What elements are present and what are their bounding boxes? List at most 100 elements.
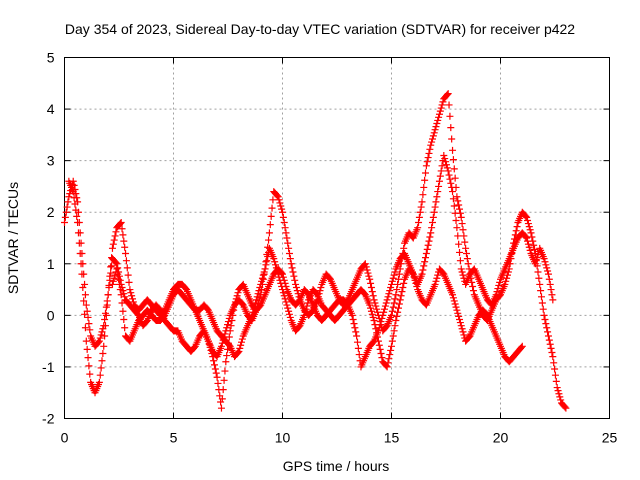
data-point	[223, 324, 231, 332]
data-point	[419, 191, 427, 199]
y-tick-label: 3	[47, 153, 55, 169]
data-point	[248, 311, 256, 319]
data-point	[426, 145, 434, 153]
y-tick-label: 0	[47, 307, 55, 323]
data-point	[117, 291, 125, 299]
data-point	[391, 295, 399, 303]
data-point	[496, 278, 504, 286]
y-tick-label: -1	[42, 359, 55, 375]
data-point	[373, 329, 381, 337]
data-point	[81, 310, 89, 318]
data-point	[531, 245, 539, 253]
data-point	[428, 219, 436, 227]
data-point	[285, 307, 293, 315]
data-point	[544, 267, 552, 275]
x-axis-label: GPS time / hours	[283, 458, 390, 474]
data-point	[368, 310, 376, 318]
data-point	[276, 276, 284, 284]
data-point	[122, 249, 130, 257]
data-point	[95, 337, 103, 345]
data-point	[375, 324, 383, 332]
data-point	[458, 325, 466, 333]
data-point	[107, 269, 115, 277]
data-point	[367, 284, 375, 292]
data-point	[502, 277, 510, 285]
x-tick-label: 10	[275, 430, 291, 446]
data-point	[525, 243, 533, 251]
data-point	[435, 177, 443, 185]
data-point	[389, 274, 397, 282]
data-point	[122, 257, 130, 265]
data-point	[440, 151, 448, 159]
data-point	[110, 274, 118, 282]
data-point	[238, 335, 246, 343]
data-point	[448, 183, 456, 191]
data-point	[448, 135, 456, 143]
data-point	[101, 332, 109, 340]
data-point	[552, 377, 560, 385]
data-point	[434, 271, 442, 279]
y-tick-label: 4	[47, 101, 55, 117]
data-point	[214, 379, 222, 387]
data-point	[391, 268, 399, 276]
data-point	[279, 286, 286, 294]
data-point	[282, 298, 290, 306]
y-axis-label: SDTVAR / TECUs	[5, 182, 21, 294]
data-point	[549, 353, 557, 361]
data-point	[378, 314, 386, 322]
data-point	[459, 226, 467, 234]
data-point	[291, 276, 299, 284]
y-tick-label: -2	[42, 411, 55, 427]
data-point	[438, 101, 446, 109]
series-track-a	[61, 90, 570, 412]
data-point	[418, 198, 426, 206]
data-point	[97, 364, 105, 372]
data-point	[265, 229, 273, 237]
data-point	[553, 384, 561, 392]
data-point	[539, 305, 547, 313]
data-point	[377, 350, 385, 358]
data-point	[444, 167, 452, 175]
data-point	[501, 280, 509, 288]
data-point	[129, 295, 137, 303]
data-point	[400, 279, 408, 287]
data-point	[457, 213, 465, 221]
data-point	[116, 220, 124, 228]
data-point	[290, 272, 298, 280]
data-point	[422, 169, 430, 177]
data-point	[522, 212, 530, 220]
data-point	[120, 315, 128, 323]
data-point	[547, 286, 555, 294]
data-point	[124, 271, 132, 279]
data-point	[271, 258, 279, 266]
data-point	[301, 308, 309, 316]
data-point	[277, 279, 285, 287]
data-point	[454, 309, 462, 317]
data-point	[217, 342, 225, 350]
data-point	[116, 276, 124, 284]
data-point	[123, 264, 131, 272]
data-point	[281, 295, 289, 303]
data-point	[540, 255, 548, 263]
x-tick-label: 0	[61, 430, 69, 446]
data-point	[428, 138, 436, 146]
data-point	[226, 327, 234, 335]
data-point	[272, 261, 280, 269]
data-point	[449, 195, 457, 203]
x-tick-label: 25	[602, 430, 618, 446]
data-point	[449, 188, 457, 196]
data-point	[538, 299, 546, 307]
data-point	[394, 304, 402, 312]
data-point	[459, 271, 467, 279]
data-point	[292, 284, 300, 292]
data-point	[224, 318, 232, 326]
data-point	[393, 312, 401, 320]
data-point	[443, 164, 451, 172]
data-point	[234, 348, 242, 356]
data-point	[388, 277, 396, 285]
data-point	[254, 290, 262, 298]
data-point	[456, 257, 464, 265]
data-point	[316, 287, 324, 295]
data-point	[284, 239, 292, 247]
